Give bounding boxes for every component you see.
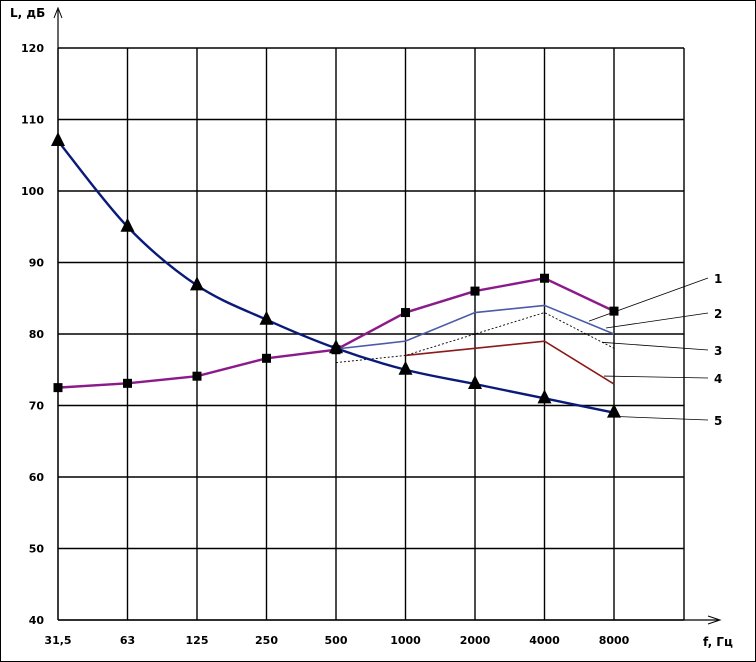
data-point-triangle: [398, 360, 413, 375]
data-point-triangle: [468, 375, 482, 390]
y-axis-title: L, дБ: [10, 6, 45, 20]
y-tick-label: 70: [29, 400, 45, 413]
x-tick-label: 8000: [599, 634, 630, 647]
series-5: [51, 131, 621, 418]
data-point-square: [123, 378, 132, 388]
series-2: [335, 304, 615, 350]
callout-line-1: [588, 277, 709, 322]
callout-label-3: 3: [714, 344, 722, 358]
data-point-triangle: [537, 389, 552, 404]
y-tick-label: 100: [21, 185, 44, 198]
callout-label-1: 1: [714, 272, 722, 286]
data-point-triangle: [190, 276, 204, 291]
series-line-3: [335, 312, 615, 364]
callout-label-4: 4: [714, 372, 722, 386]
data-point-square: [53, 383, 63, 393]
data-point-square: [401, 308, 410, 318]
x-tick-label: 4000: [529, 634, 560, 647]
callout-line-3: [601, 341, 709, 351]
data-point-square: [470, 286, 480, 296]
series-4: [405, 340, 615, 385]
callout-label-5: 5: [714, 414, 722, 428]
data-point-triangle: [120, 217, 135, 232]
callout-line-5: [619, 416, 709, 421]
grid: [57, 47, 685, 621]
x-tick-label: 500: [325, 634, 348, 647]
data-point-square: [540, 273, 549, 283]
x-tick-label: 250: [255, 634, 278, 647]
data-point-square: [262, 353, 271, 363]
y-tick-label: 60: [29, 471, 45, 484]
y-tick-label: 120: [21, 42, 44, 55]
data-point-triangle: [259, 310, 274, 325]
data-point-triangle: [329, 339, 343, 354]
x-axis-title: f, Гц: [703, 635, 733, 649]
x-tick-label: 2000: [460, 634, 491, 647]
data-point-square: [192, 371, 202, 381]
series-line-2: [335, 304, 615, 350]
x-tick-label: 1000: [390, 634, 421, 647]
data-point-triangle: [51, 131, 65, 146]
x-tick-label: 31,5: [44, 634, 71, 647]
callout-label-2: 2: [714, 307, 722, 321]
y-tick-label: 40: [29, 614, 45, 627]
y-tick-label: 50: [29, 543, 45, 556]
series-line-4: [405, 340, 615, 385]
y-tick-label: 110: [21, 114, 44, 127]
x-tick-label: 63: [120, 634, 135, 647]
series-line-5: [57, 140, 615, 414]
x-tick-label: 125: [186, 634, 209, 647]
callout-line-4: [603, 375, 709, 379]
data-point-square: [609, 306, 619, 316]
y-axis-arrow: [53, 6, 63, 19]
callout-line-2: [605, 312, 709, 329]
data-point-triangle: [607, 403, 621, 418]
x-axis-arrow: [707, 615, 722, 625]
y-tick-label: 80: [29, 328, 45, 341]
series-3: [335, 312, 615, 364]
y-tick-label: 90: [29, 257, 45, 270]
